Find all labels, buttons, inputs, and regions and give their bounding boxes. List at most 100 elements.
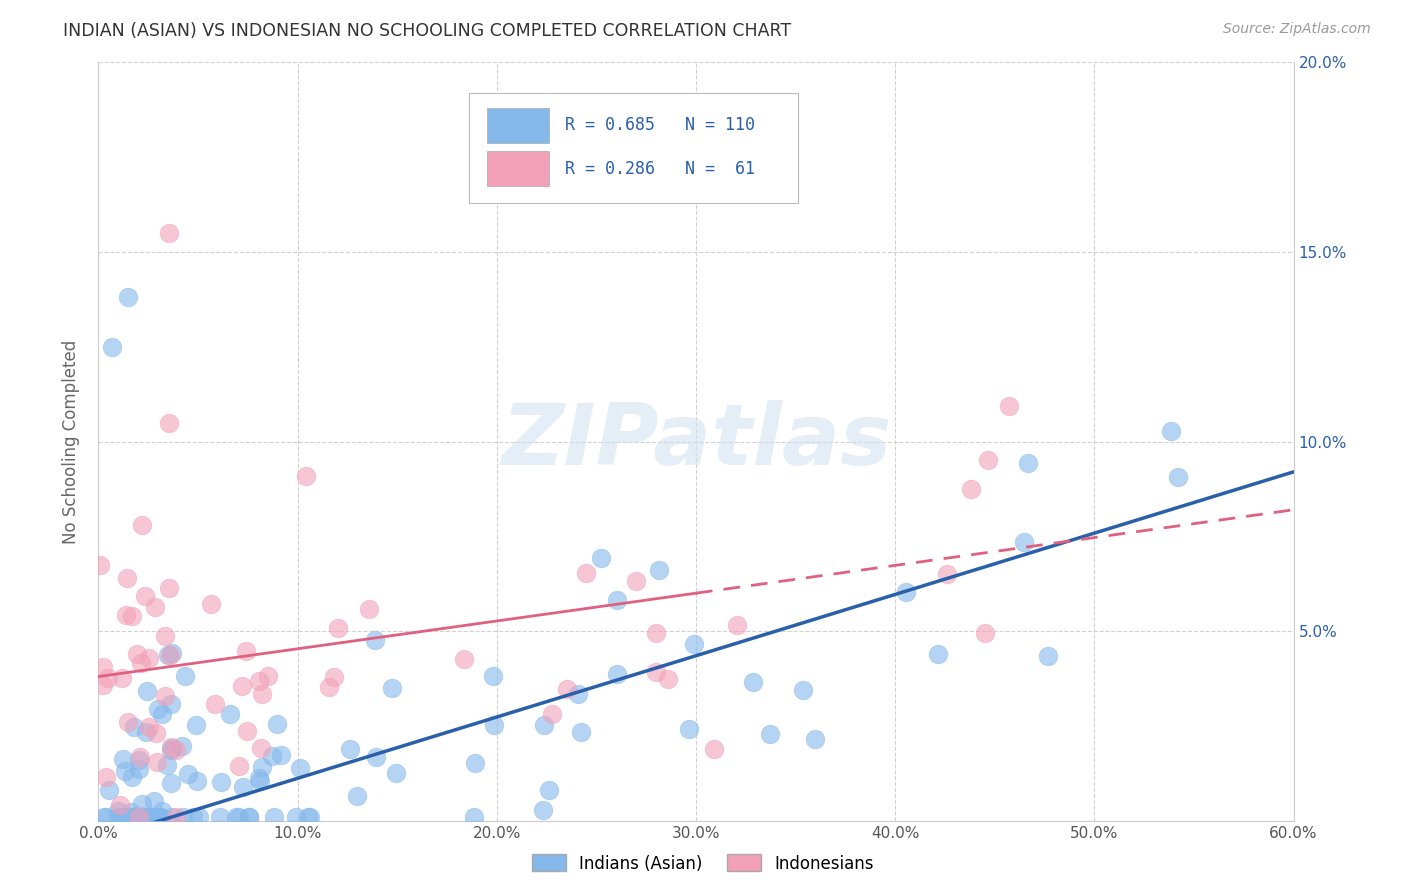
Point [209,775,232,789]
Point [96,771,118,785]
Point [129,750,152,764]
Point [138,650,160,665]
Point [138,810,160,824]
Point [682,637,704,651]
Point [249,741,271,756]
Point [464,756,486,770]
Point [131,810,153,824]
Point [131,810,153,824]
Point [141,810,163,824]
Point [803,731,825,746]
Point [557,681,579,696]
Point [160,776,183,790]
Point [97,671,120,685]
Point [141,810,163,824]
Point [238,810,260,824]
Point [118,810,141,824]
Point [647,563,669,577]
Point [228,810,250,824]
Point [249,774,271,789]
Point [364,632,387,647]
Point [1160,424,1182,438]
Point [172,810,194,824]
Point [575,566,598,581]
Point [129,657,152,671]
Point [131,809,153,823]
Point [134,589,156,603]
Point [121,770,143,784]
Point [125,810,148,824]
Point [125,647,148,661]
Point [318,680,340,694]
Point [146,755,169,769]
Point [160,740,183,755]
Point [135,725,157,739]
Point [132,810,155,824]
Point [153,689,176,703]
Point [263,810,285,824]
Point [381,681,404,696]
Point [128,762,150,776]
Point [157,648,180,662]
Point [93,810,115,824]
Point [567,687,589,701]
Point [270,748,292,763]
Point [162,741,184,756]
Point [645,665,668,680]
FancyBboxPatch shape [486,108,548,143]
Point [339,741,361,756]
Point [1012,534,1035,549]
Point [120,810,142,824]
Point [453,652,475,666]
Point [160,810,183,824]
Point [1167,470,1189,484]
Point [541,707,564,722]
Point [238,810,260,824]
Point [257,669,280,683]
Point [322,669,344,683]
Point [107,805,129,819]
Point [115,571,138,585]
Point [159,416,181,430]
Point [725,617,748,632]
Point [100,340,122,354]
Point [204,697,226,711]
Point [155,629,177,643]
Point [128,754,150,768]
Point [297,810,319,824]
Point [111,752,134,766]
Point [98,783,121,797]
Point [531,803,554,817]
Point [250,687,273,701]
Point [159,582,181,596]
Point [111,672,134,686]
Point [146,702,169,716]
Point [138,720,160,734]
Point [624,574,647,588]
Point [463,810,485,824]
Point [108,810,131,824]
Text: R = 0.286   N =  61: R = 0.286 N = 61 [565,160,755,178]
Point [150,805,173,819]
Point [150,706,173,721]
Point [974,625,997,640]
Point [894,584,917,599]
Point [136,810,159,824]
Point [1017,456,1039,470]
Point [482,669,505,683]
Text: Source: ZipAtlas.com: Source: ZipAtlas.com [1223,22,1371,37]
Point [645,626,668,640]
Point [231,679,253,693]
Point [326,621,349,635]
Point [162,646,184,660]
Point [232,780,254,794]
Point [225,810,247,824]
Point [118,810,141,824]
Point [266,717,288,731]
Point [591,551,613,566]
Text: R = 0.685   N = 110: R = 0.685 N = 110 [565,116,755,135]
Point [131,518,153,533]
Point [208,810,231,824]
Point [218,706,240,721]
Point [606,593,628,607]
